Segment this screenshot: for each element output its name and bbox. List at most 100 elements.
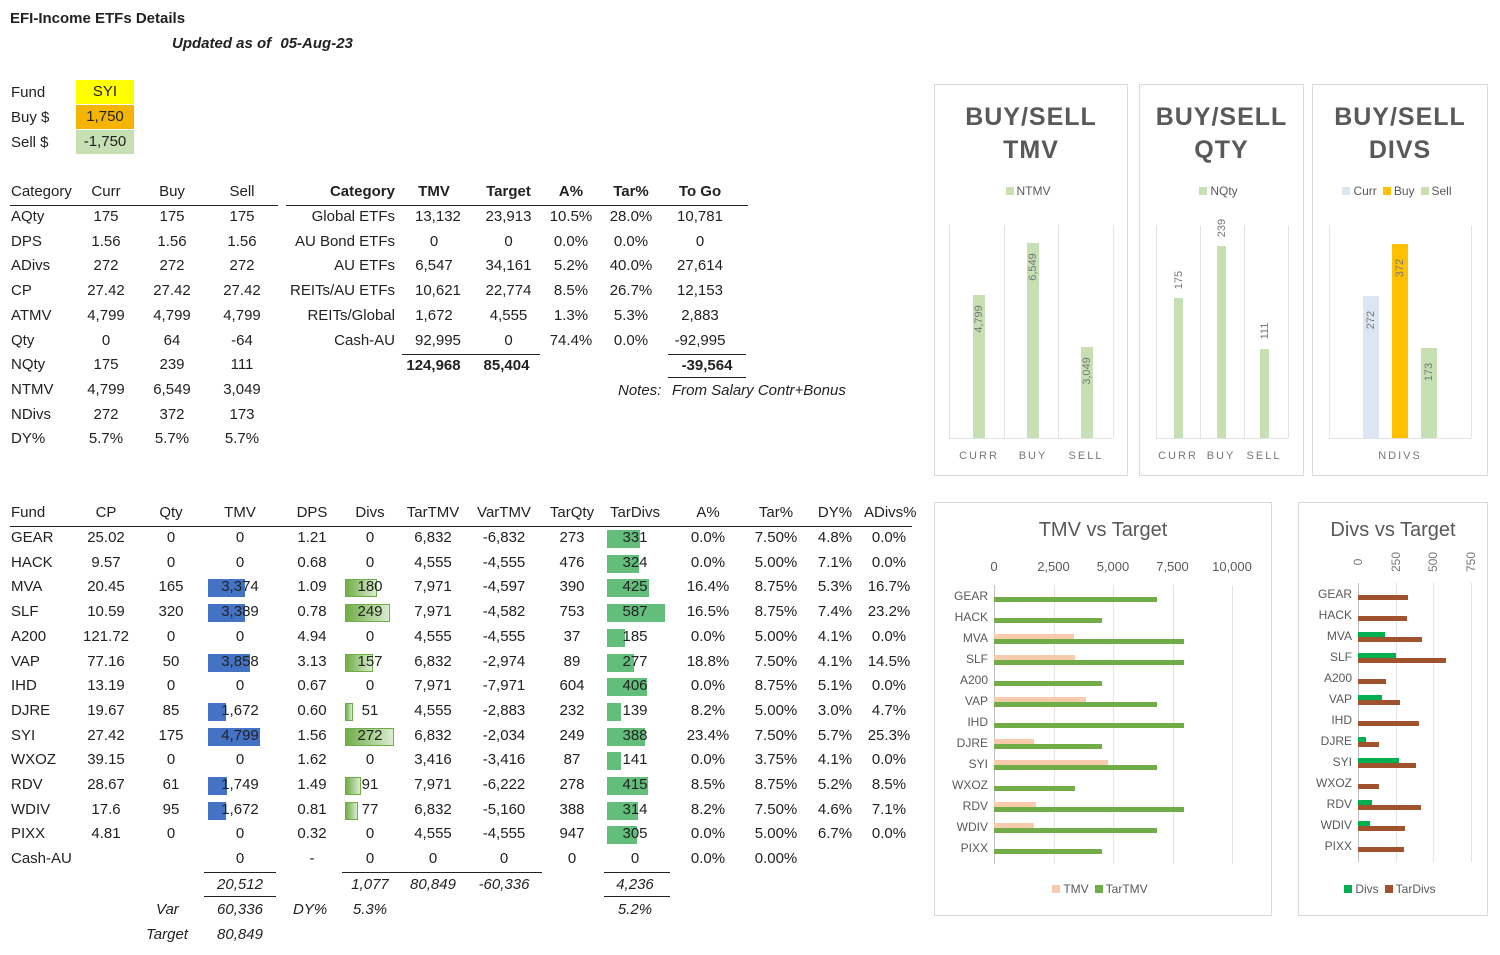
series-bar [994,660,1184,665]
divs-data-bar [345,579,377,598]
fund-cell: 0 [365,553,375,571]
fund-cell: 947 [559,825,585,843]
chart-bar [973,295,985,438]
fund-input[interactable]: SYI [76,80,134,104]
series-bar [994,702,1157,707]
category-cell: 0.0% [613,331,649,349]
fund-name: VAP [11,652,40,670]
fund-label: Fund [11,84,46,101]
fund-cell: 8.5% [690,776,726,793]
fund-cell: 7.1% [817,553,853,571]
buy-input[interactable]: 1,750 [76,105,134,129]
fund-cell: 3,416 [414,751,452,769]
fund-cell: 157 [357,652,383,670]
fund-cell: 5.1% [817,677,853,695]
fund-cell: 0.00% [754,850,798,868]
category-cell: 5.3% [613,306,649,324]
summary-header[interactable]: Sell [229,183,255,200]
chart-gridline [1329,225,1330,438]
fund-total-tartmv: 80,849 [410,876,456,893]
summary-header[interactable]: Category [11,183,72,200]
summary-cell: 3,049 [223,380,261,398]
summary-cell: 175 [229,208,255,225]
fund-cell: 7.50% [754,652,798,670]
fund-cell: 273 [559,529,585,546]
target-value: 80,849 [217,926,263,943]
series-bar [994,807,1184,812]
category-header: Category [329,183,395,200]
fund-cell: 23.2% [867,603,911,621]
series-bar [994,765,1157,770]
legend-label: TMV [1063,882,1089,896]
fund-cell: 50 [162,652,180,670]
category-cell: 1,672 [415,306,453,324]
category-row-label: Cash-AU [334,331,395,349]
category-label: NDIVS [1378,450,1422,462]
fund-cell: 0.0% [690,553,726,571]
summary-row-label: ADivs [11,257,51,275]
category-label: RDV [1326,797,1352,811]
chart-bar [1260,349,1269,438]
fund-cell: 0.68 [297,553,327,571]
fund-cell: 7,971 [414,677,452,695]
sell-input[interactable]: -1,750 [76,130,134,154]
fund-cell: 0 [235,825,245,843]
fund-cell: 4.8% [817,529,853,546]
axis-tick: 0 [1351,558,1365,566]
category-cell: 0 [504,331,513,349]
summary-cell: 175 [93,208,119,225]
legend-swatch [1199,187,1208,195]
fund-cell: 4.6% [817,800,853,818]
fund-cell: 0.0% [690,677,726,695]
category-cell: 0 [504,232,513,250]
fund-cell: 185 [622,627,648,645]
category-label: CURR [959,450,999,462]
summary-cell: 27.42 [153,282,191,300]
summary-row-label: CP [11,282,32,300]
chart-bar [1217,246,1226,438]
tardivs-data-bar [607,579,649,598]
fund-cell: 3.13 [297,652,327,670]
fund-cell: 1,672 [221,701,259,719]
series-bar [994,828,1157,833]
fund-cell: 0 [235,751,245,769]
fund-cell: 1.21 [297,529,327,546]
tardivs-data-bar [607,653,634,672]
series-bar [1358,758,1399,763]
dy-label: DY% [293,901,328,918]
tmv-data-bar [208,777,227,795]
fund-cell: 0 [365,677,375,695]
chart-gridline [1200,225,1201,438]
fund-cell: 249 [357,603,383,621]
category-label: WXOZ [1316,776,1352,790]
fund-cell: 406 [622,677,648,695]
legend-label: Buy [1393,184,1415,198]
category-cell: -92,995 [674,331,726,349]
category-row-label: AU ETFs [334,257,395,275]
fund-name: WXOZ [11,751,56,769]
category-label: HACK [1318,608,1352,622]
series-bar [994,849,1102,854]
tmv-data-bar [208,653,250,672]
tardivs-data-bar [607,678,647,697]
divs-data-bar [345,653,373,672]
series-bar [994,618,1102,623]
fund-cell: 5.00% [754,825,798,843]
chart-title: TMV vs Target [1038,519,1168,541]
fund-cell: 0 [235,553,245,571]
axis-tick: 750 [1464,551,1478,573]
fund-cell: 0.81 [297,800,327,818]
summary-header[interactable]: Curr [91,183,121,200]
summary-header[interactable]: Buy [159,183,185,200]
fund-cell: -5,160 [482,800,526,818]
series-bar [1358,658,1446,663]
fund-cell: 27.42 [87,726,125,744]
fund-cell: 272 [357,726,383,744]
divs-data-bar [345,702,353,721]
chart-title: BUY/SELL TMV [935,101,1127,167]
series-bar [1358,805,1421,810]
category-cell: 28.0% [609,208,653,225]
fund-cell: 77 [361,800,379,818]
series-bar [1358,826,1405,831]
chart-title-line: BUY/SELL [965,103,1097,131]
